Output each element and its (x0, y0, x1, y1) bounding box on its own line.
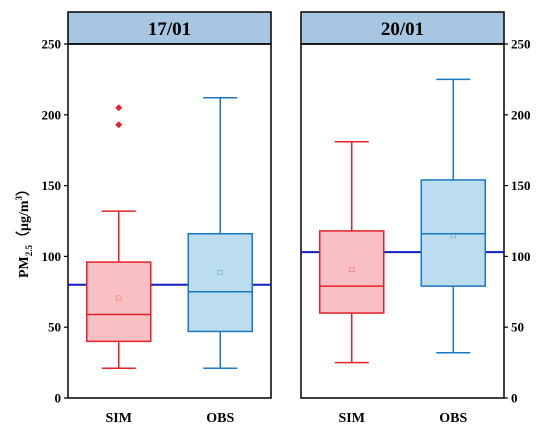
panel-title-strip (67, 11, 272, 45)
outlier-point (115, 121, 123, 129)
y-tick-label: 150 (511, 178, 531, 193)
mean-marker: □ (349, 265, 354, 274)
x-category-label: OBS (206, 411, 234, 426)
box-iqr (319, 230, 385, 314)
y-tick-label: 100 (511, 249, 531, 264)
x-category-label: SIM (339, 411, 365, 426)
panel-title: 17/01 (148, 19, 191, 40)
mean-marker: □ (218, 268, 223, 277)
box-sim: □ (86, 104, 152, 370)
y-tick-label: 150 (42, 178, 62, 193)
plot-frame (300, 43, 505, 399)
mean-marker: □ (451, 231, 456, 240)
box-obs: □ (187, 97, 253, 370)
y-label-subscript: 2.5 (24, 244, 34, 256)
y-tick-label: 250 (42, 37, 62, 52)
y-label-close: ） (16, 182, 32, 196)
y-tick-label: 50 (48, 320, 61, 335)
box-obs: □ (420, 78, 486, 354)
y-tick-label: 200 (42, 107, 62, 122)
y-tick-label: 200 (511, 107, 531, 122)
mean-marker: □ (116, 293, 121, 302)
y-tick-label: 100 (42, 249, 62, 264)
x-category-label: OBS (439, 411, 467, 426)
y-label-units: （μg/m (16, 200, 32, 245)
x-category-label: SIM (106, 411, 132, 426)
y-tick-label: 50 (511, 320, 524, 335)
panel-1: 17/01 0 50 100 150 200 250 □ SIM □ OBS (42, 11, 272, 426)
panel-title-strip (300, 11, 505, 45)
panel-title: 20/01 (381, 19, 424, 40)
y-tick-label: 0 (511, 391, 518, 406)
box-iqr (86, 261, 152, 343)
y-label-main: PM (17, 256, 32, 278)
box-sim: □ (319, 140, 385, 364)
panel-2: 20/01 0 50 100 150 200 250 □ SIM □ OBS (300, 11, 531, 426)
box-iqr (187, 232, 253, 333)
y-tick-label: 0 (55, 391, 62, 406)
y-tick-label: 250 (511, 37, 531, 52)
y-label-superscript: 3 (14, 195, 24, 200)
outlier-point (115, 104, 123, 112)
plot-frame (67, 43, 272, 399)
y-axis-label: PM2.5（μg/m3） (14, 182, 34, 278)
panels: 17/01050100150200250□SIM□OBS20/010501001… (42, 11, 531, 426)
